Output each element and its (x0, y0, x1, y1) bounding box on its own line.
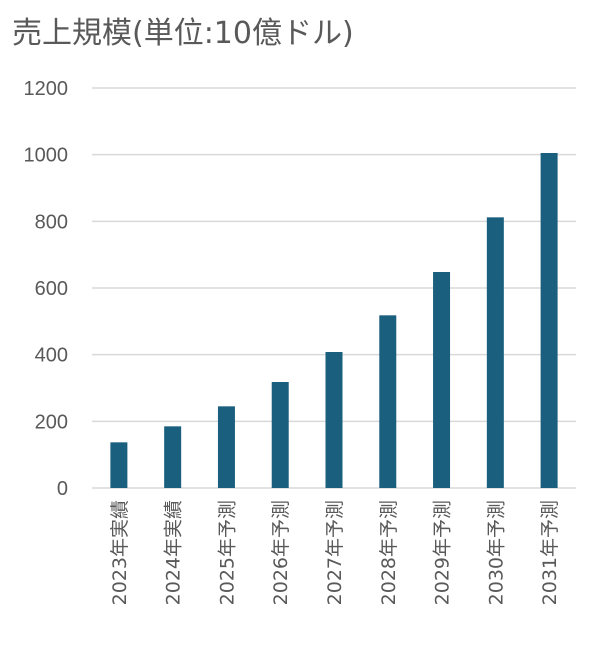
y-axis-ticks: 0 200 400 600 800 1000 1200 (24, 78, 69, 500)
bar-2028年予測 (379, 315, 397, 488)
chart-title: 売上規模(単位:10億ドル) (12, 16, 354, 51)
bars (110, 153, 558, 489)
bar-2027年予測 (325, 352, 343, 488)
y-tick-label: 400 (35, 345, 68, 367)
x-category-label: 2026年予測 (270, 500, 292, 605)
bar-2031年予測 (540, 153, 558, 488)
bar-2029年予測 (433, 272, 451, 488)
bar-2030年予測 (486, 217, 504, 489)
y-tick-label: 1200 (24, 78, 69, 100)
x-category-label: 2028年予測 (378, 500, 400, 605)
y-tick-label: 200 (35, 411, 68, 433)
bar-2026年予測 (271, 382, 289, 488)
y-tick-label: 0 (57, 478, 68, 500)
x-category-label: 2024年実績 (163, 500, 185, 605)
x-category-label: 2023年実績 (109, 500, 131, 605)
bar-2024年実績 (164, 426, 182, 488)
x-axis-labels: 2023年実績 2024年実績 2025年予測 2026年予測 2027年予測 2028年… (109, 500, 561, 605)
x-category-label: 2029年予測 (432, 500, 454, 605)
x-category-label: 2031年予測 (539, 500, 561, 605)
y-tick-label: 600 (35, 278, 68, 300)
bar-2025年予測 (217, 406, 235, 488)
x-category-label: 2030年予測 (485, 500, 507, 605)
x-category-label: 2025年予測 (216, 500, 238, 605)
y-tick-label: 800 (35, 211, 68, 233)
y-tick-label: 1000 (24, 145, 69, 167)
x-category-label: 2027年予測 (324, 500, 346, 605)
bar-2023年実績 (110, 442, 128, 488)
